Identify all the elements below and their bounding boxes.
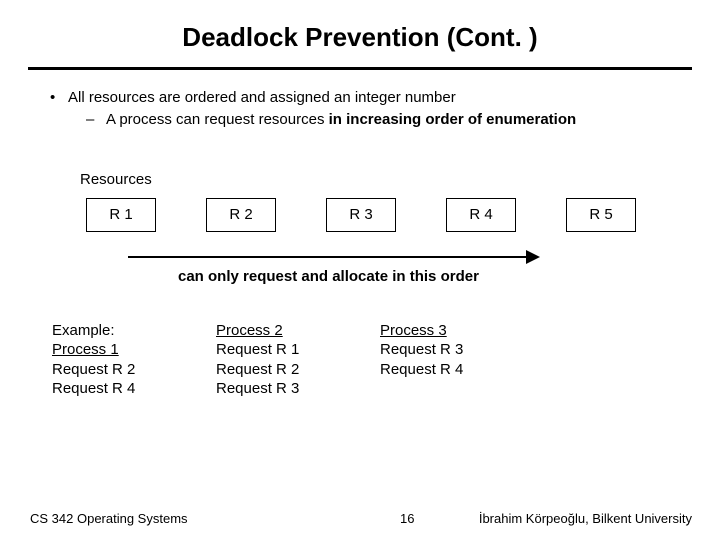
example-col-1: Example: Process 1 Request R 2 Request R… xyxy=(52,321,162,399)
process1-title: Process 1 xyxy=(52,340,162,360)
arrow-line xyxy=(128,256,528,258)
process3-req1: Request R 3 xyxy=(380,340,490,360)
footer-right: İbrahim Körpeoğlu, Bilkent University xyxy=(479,511,692,526)
process1-req2: Request R 4 xyxy=(52,379,162,399)
title-underline xyxy=(28,67,692,70)
resource-box-r2: R 2 xyxy=(206,198,276,232)
example-col-3: Process 3 Request R 3 Request R 4 xyxy=(380,321,490,399)
example-col-2: Process 2 Request R 1 Request R 2 Reques… xyxy=(216,321,326,399)
resource-boxes-row: R 1 R 2 R 3 R 4 R 5 xyxy=(86,198,720,232)
resource-box-r3: R 3 xyxy=(326,198,396,232)
process2-req1: Request R 1 xyxy=(216,340,326,360)
footer-left: CS 342 Operating Systems xyxy=(30,511,188,526)
arrow-head-icon xyxy=(526,250,540,264)
example-label: Example: xyxy=(52,321,162,341)
bullet2-bold: in increasing order of enumeration xyxy=(329,111,577,128)
bullet1-text: All resources are ordered and assigned a… xyxy=(68,88,456,108)
slide-title: Deadlock Prevention (Cont. ) xyxy=(0,0,720,67)
footer-page-number: 16 xyxy=(400,511,414,526)
process2-req2: Request R 2 xyxy=(216,360,326,380)
process1-req1: Request R 2 xyxy=(52,360,162,380)
resource-box-r1: R 1 xyxy=(86,198,156,232)
bullet2-prefix: A process can request resources xyxy=(106,111,329,128)
bullet-lvl2: – A process can request resources in inc… xyxy=(86,110,690,130)
bullet-list: • All resources are ordered and assigned… xyxy=(50,88,690,131)
process2-req3: Request R 3 xyxy=(216,379,326,399)
slide-footer: CS 342 Operating Systems 16 İbrahim Körp… xyxy=(0,511,720,526)
resource-box-r4: R 4 xyxy=(446,198,516,232)
resources-label: Resources xyxy=(80,171,720,188)
examples-section: Example: Process 1 Request R 2 Request R… xyxy=(52,321,720,399)
bullet-dash: – xyxy=(86,110,106,130)
bullet-lvl1: • All resources are ordered and assigned… xyxy=(50,88,690,108)
process3-title: Process 3 xyxy=(380,321,490,341)
bullet-dot: • xyxy=(50,88,68,108)
order-arrow xyxy=(128,250,538,264)
process3-req2: Request R 4 xyxy=(380,360,490,380)
order-text: can only request and allocate in this or… xyxy=(178,268,720,285)
bullet2-text: A process can request resources in incre… xyxy=(106,110,576,130)
resource-box-r5: R 5 xyxy=(566,198,636,232)
process2-title: Process 2 xyxy=(216,321,326,341)
